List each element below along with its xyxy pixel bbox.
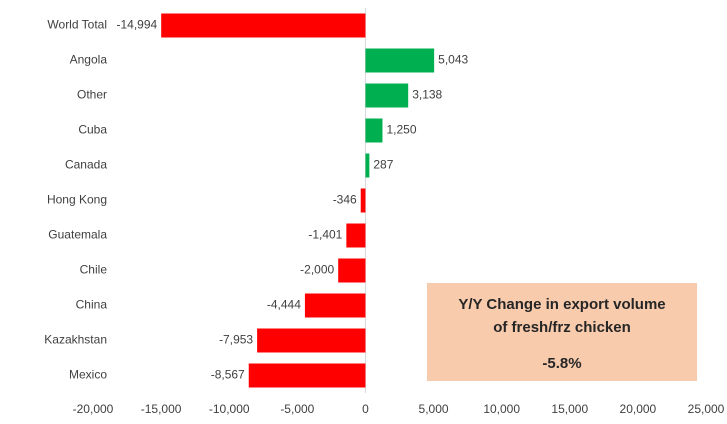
y-tick-label: Mexico (69, 368, 107, 382)
bar (346, 223, 366, 248)
annotation-line: of fresh/frz chicken (493, 319, 631, 336)
y-tick-label: Chile (80, 263, 108, 277)
bar (365, 153, 370, 178)
y-tick-label: Hong Kong (47, 193, 107, 207)
y-tick-label: Kazakhstan (44, 333, 107, 347)
y-tick-label: World Total (47, 18, 107, 32)
data-label: -2,000 (300, 263, 334, 277)
y-tick-label: Other (77, 88, 107, 102)
data-label: -7,953 (219, 333, 253, 347)
bar (365, 83, 409, 108)
y-tick-label: China (76, 298, 108, 312)
data-label: 3,138 (412, 88, 442, 102)
bar (365, 48, 435, 73)
annotation-value: -5.8% (542, 355, 581, 372)
data-label: -346 (333, 193, 357, 207)
data-label: -1,401 (308, 228, 342, 242)
y-tick-label: Angola (70, 53, 108, 67)
x-tick-label: 10,000 (483, 402, 520, 416)
x-tick-label: -15,000 (141, 402, 182, 416)
y-tick-label: Guatemala (48, 228, 107, 242)
bar (257, 328, 366, 353)
x-tick-label: 15,000 (551, 402, 588, 416)
data-label: -4,444 (267, 298, 301, 312)
data-label: -14,994 (116, 18, 157, 32)
x-tick-label: -20,000 (73, 402, 114, 416)
x-tick-label: 0 (362, 402, 369, 416)
data-label: 1,250 (386, 123, 416, 137)
data-label: 287 (373, 158, 393, 172)
bar (338, 258, 366, 283)
data-label: -8,567 (211, 368, 245, 382)
bar (248, 363, 366, 388)
bar (304, 293, 366, 318)
annotation-line: Y/Y Change in export volume (458, 296, 665, 313)
bar (161, 13, 366, 38)
x-tick-label: 5,000 (419, 402, 449, 416)
data-label: 5,043 (438, 53, 468, 67)
x-tick-label: -5,000 (280, 402, 314, 416)
x-tick-label: -10,000 (209, 402, 250, 416)
y-tick-label: Cuba (78, 123, 107, 137)
annotation-box (427, 283, 697, 381)
bar (365, 118, 383, 143)
bar (360, 188, 366, 213)
y-tick-label: Canada (65, 158, 107, 172)
x-tick-label: 20,000 (620, 402, 657, 416)
x-tick-label: 25,000 (688, 402, 725, 416)
